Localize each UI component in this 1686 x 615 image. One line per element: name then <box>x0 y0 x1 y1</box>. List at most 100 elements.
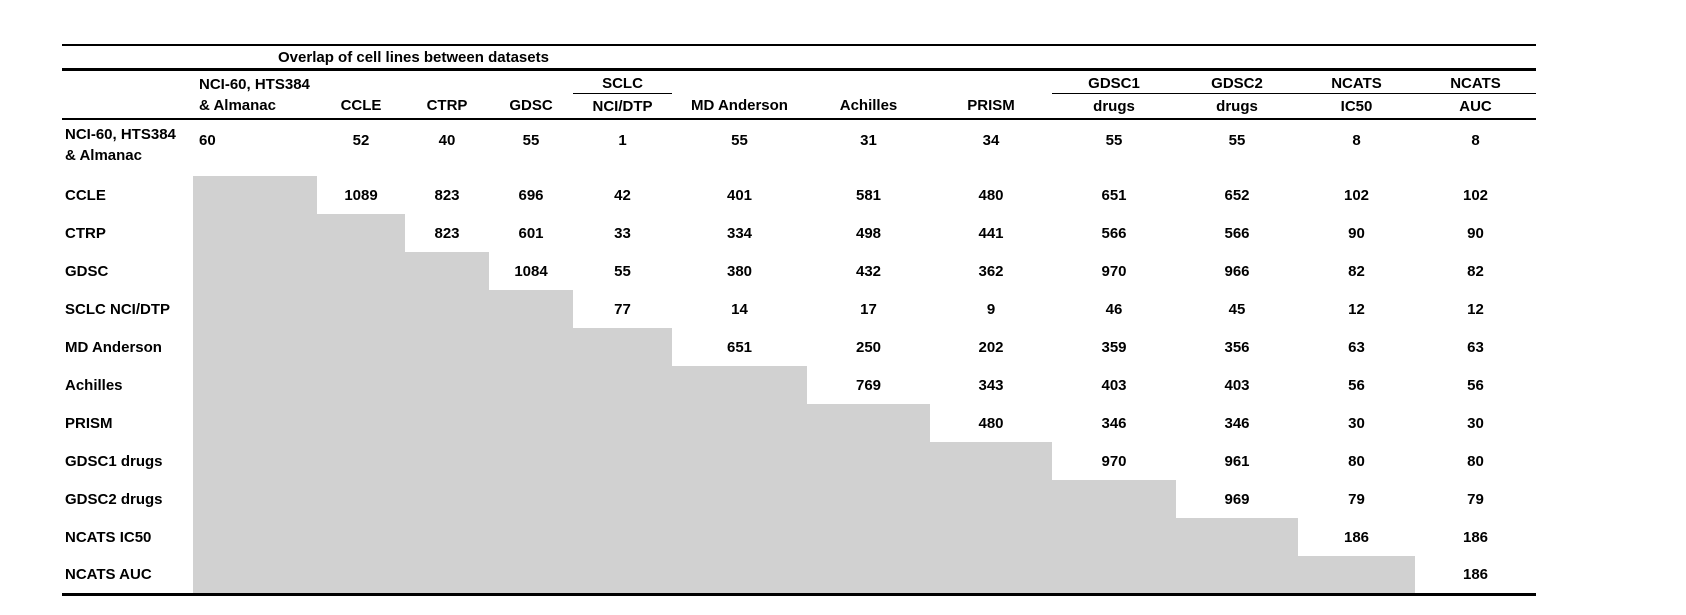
shaded-cell <box>930 518 1052 556</box>
col-header-top <box>317 71 405 94</box>
shaded-cell <box>489 442 573 480</box>
shaded-cell <box>405 252 489 290</box>
matrix-cell: 566 <box>1224 224 1250 242</box>
shaded-cell <box>317 252 405 290</box>
matrix-cell: 581 <box>855 186 882 204</box>
table-body: NCI-60, HTS384 & Almanac 60 52 40 55 1 55 31 34 5… <box>62 119 1536 594</box>
matrix-cell: 55 <box>614 262 631 280</box>
matrix-cell: 480 <box>978 186 1004 204</box>
shaded-cell <box>573 404 672 442</box>
corner-cell <box>62 71 193 94</box>
shaded-cell <box>489 290 573 328</box>
shaded-cell <box>405 518 489 556</box>
shaded-cell <box>1298 556 1415 594</box>
shaded-cell <box>489 328 573 366</box>
row-label: GDSC2 drugs <box>65 490 163 508</box>
matrix-cell: 82 <box>1467 262 1484 280</box>
col-header: IC50 <box>1298 93 1415 120</box>
col-header: PRISM <box>930 93 1052 120</box>
matrix-cell: 55 <box>1105 132 1123 149</box>
shaded-cell <box>573 518 672 556</box>
col-header: drugs <box>1052 93 1176 120</box>
shaded-cell <box>807 404 930 442</box>
shaded-cell <box>405 290 489 328</box>
matrix-cell: 566 <box>1101 224 1127 242</box>
row-label: SCLC NCI/DTP <box>65 300 170 318</box>
shaded-cell <box>405 328 489 366</box>
matrix-cell: 52 <box>352 132 370 149</box>
shaded-cell <box>489 480 573 518</box>
matrix-cell: 346 <box>1224 414 1250 432</box>
col-header-top: NCATS <box>1298 71 1415 94</box>
matrix-cell: 63 <box>1467 338 1484 356</box>
matrix-cell: 186 <box>1462 528 1489 546</box>
row-label: NCATS AUC <box>65 565 152 583</box>
matrix-cell: 90 <box>1467 224 1484 242</box>
shaded-cell <box>1176 518 1298 556</box>
matrix-cell: 102 <box>1462 186 1489 204</box>
matrix-cell: 77 <box>614 300 631 318</box>
table-row: GDSC1 drugs 970 961 80 80 <box>62 442 1536 480</box>
shaded-cell <box>573 556 672 594</box>
matrix-cell: 334 <box>726 224 753 242</box>
matrix-cell: 30 <box>1348 414 1365 432</box>
table-header: NCI-60, HTS384 SCLC GDSC1 GDSC2 NCATS NCATS & … <box>62 71 1536 120</box>
col-header: CTRP <box>405 93 489 120</box>
matrix-cell: 966 <box>1224 262 1250 280</box>
matrix-cell: 498 <box>855 224 882 242</box>
shaded-cell <box>573 328 672 366</box>
col-header-top <box>672 71 807 94</box>
col-header: GDSC <box>489 93 573 120</box>
header-row-top: NCI-60, HTS384 SCLC GDSC1 GDSC2 NCATS NCATS <box>62 71 1536 94</box>
overlap-table: NCI-60, HTS384 SCLC GDSC1 GDSC2 NCATS NCATS & … <box>62 71 1536 596</box>
shaded-cell <box>405 404 489 442</box>
row-label: GDSC <box>65 262 109 280</box>
shaded-cell <box>672 480 807 518</box>
matrix-cell: 401 <box>726 186 753 204</box>
col-header-top: NCI-60, HTS384 <box>199 75 310 93</box>
shaded-cell <box>1052 480 1176 518</box>
shaded-cell <box>193 366 317 404</box>
shaded-cell <box>405 442 489 480</box>
shaded-cell <box>317 480 405 518</box>
matrix-cell: 14 <box>731 300 748 318</box>
matrix-cell: 12 <box>1348 300 1365 318</box>
table-row: SCLC NCI/DTP 77 14 17 9 46 45 12 12 <box>62 290 1536 328</box>
matrix-cell: 60 <box>199 132 216 149</box>
shaded-cell <box>573 442 672 480</box>
matrix-cell: 969 <box>1224 490 1250 508</box>
matrix-cell: 79 <box>1467 490 1484 508</box>
col-header: CCLE <box>317 93 405 120</box>
table-title: Overlap of cell lines between datasets <box>278 48 549 66</box>
col-header: & Almanac <box>193 93 317 120</box>
shaded-cell <box>193 480 317 518</box>
shaded-cell <box>489 404 573 442</box>
col-header-top <box>405 71 489 94</box>
matrix-cell: 17 <box>860 300 877 318</box>
matrix-cell: 202 <box>978 338 1004 356</box>
matrix-cell: 823 <box>434 186 460 204</box>
row-label: PRISM <box>65 414 113 432</box>
shaded-cell <box>573 480 672 518</box>
shaded-cell <box>807 556 930 594</box>
matrix-cell: 33 <box>614 224 631 242</box>
col-header-top: GDSC2 <box>1176 71 1298 94</box>
matrix-cell: 359 <box>1101 338 1127 356</box>
shaded-cell <box>930 442 1052 480</box>
matrix-cell: 346 <box>1101 414 1127 432</box>
matrix-cell: 56 <box>1467 376 1484 394</box>
table-row: NCI-60, HTS384 & Almanac 60 52 40 55 1 55 31 34 5… <box>62 119 1536 176</box>
corner-cell <box>62 93 193 120</box>
matrix-cell: 102 <box>1343 186 1370 204</box>
col-header: drugs <box>1176 93 1298 120</box>
shaded-cell <box>193 214 317 252</box>
shaded-cell <box>193 442 317 480</box>
matrix-cell: 12 <box>1467 300 1484 318</box>
col-header: AUC <box>1415 93 1536 120</box>
matrix-cell: 480 <box>978 414 1004 432</box>
matrix-cell: 441 <box>978 224 1004 242</box>
matrix-cell: 42 <box>614 186 631 204</box>
shaded-cell <box>930 480 1052 518</box>
matrix-cell: 40 <box>438 132 456 149</box>
shaded-cell <box>1176 556 1298 594</box>
